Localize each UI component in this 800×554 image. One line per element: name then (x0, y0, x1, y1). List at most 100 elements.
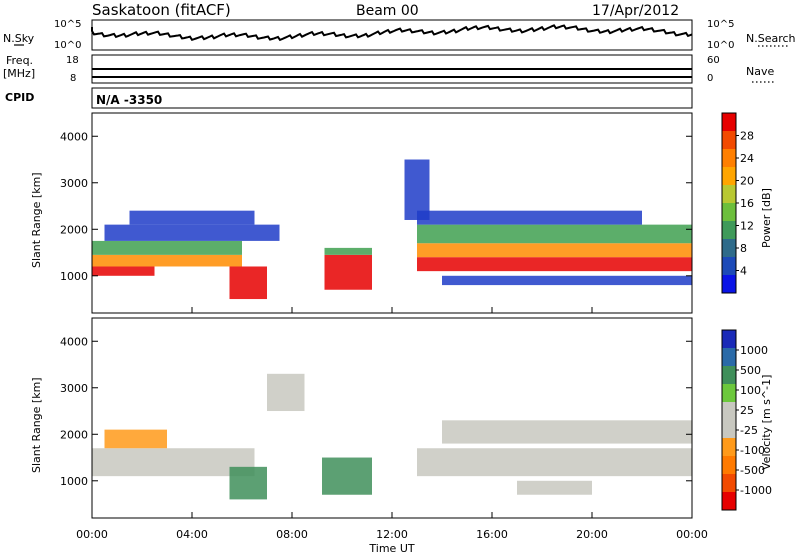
power-regions (92, 159, 692, 300)
scatter-region (417, 243, 692, 258)
x-ticks: 00:00 04:00 08:00 12:00 16:00 20:00 00:00 (76, 307, 708, 541)
x-tick-label: 00:00 (76, 528, 108, 541)
x-tick-label: 00:00 (676, 528, 708, 541)
colorbar-segment (722, 474, 736, 492)
velocity-panel: 1000 2000 3000 4000 Slant Range [km] 1000 50… (30, 307, 773, 554)
colorbar-segment (722, 348, 736, 366)
y-tick-label: 4000 (60, 335, 88, 348)
colorbar-tick-label: -500 (740, 464, 765, 477)
colorbar-tick-label: 500 (740, 364, 761, 377)
power-colorbar: 4 8 12 16 20 24 28 (721, 112, 754, 294)
colorbar-tick-label: 100 (740, 384, 761, 397)
colorbar-segment (722, 203, 736, 221)
y-tick-label: 2000 (60, 428, 88, 441)
x-tick-label: 20:00 (576, 528, 608, 541)
y-tick-label: 3000 (60, 177, 88, 190)
scatter-region (324, 247, 372, 255)
cpid-panel: CPID N/A -3350 (5, 87, 693, 109)
colorbar-frame (721, 329, 737, 511)
scatter-region (92, 448, 255, 477)
scatter-region (417, 257, 692, 272)
y-tick-label: 1000 (60, 270, 88, 283)
scatter-region (229, 266, 267, 300)
scatter-region (417, 210, 642, 225)
colorbar-tick-label: 25 (740, 404, 754, 417)
scatter-region (92, 240, 242, 255)
colorbar-segment (722, 185, 736, 203)
velocity-regions (92, 373, 692, 500)
colorbar-tick-label: 12 (740, 220, 754, 233)
colorbar-segment (722, 438, 736, 456)
noise-right-tick-bottom: 10^0 (707, 40, 734, 51)
plot-title: Saskatoon (fitACF) (92, 1, 231, 19)
y-tick-label: 3000 (60, 382, 88, 395)
nave-tick-bottom: 0 (707, 73, 713, 84)
power-ylabel: Slant Range [km] (30, 172, 43, 268)
colorbar-segment (722, 239, 736, 257)
x-tick-label: 04:00 (176, 528, 208, 541)
y-tick-label: 2000 (60, 223, 88, 236)
scatter-region (104, 429, 167, 449)
colorbar-segment (722, 384, 736, 402)
noise-left-label: N.Sky (3, 32, 35, 45)
noise-panel: N.Sky 10^5 10^0 10^5 10^0 N.Search (3, 19, 796, 51)
colorbar-segment (722, 257, 736, 275)
colorbar-segment (722, 366, 736, 384)
power-cbar-label: Power [dB] (760, 188, 773, 248)
velocity-cbar-label: Velocity [m s^-1] (760, 375, 773, 470)
scatter-region (404, 159, 430, 220)
colorbar-segment (722, 275, 736, 293)
freq-unit: [MHz] (3, 67, 35, 80)
colorbar-segment (722, 149, 736, 167)
frequency-panel: Freq. [MHz] 18 8 60 0 Nave (3, 54, 775, 84)
velocity-ylabel: Slant Range [km] (30, 377, 43, 473)
colorbar-tick-label: 28 (740, 130, 754, 143)
freq-label: Freq. (6, 54, 33, 67)
scatter-region (442, 275, 692, 286)
y-tick-label: 1000 (60, 475, 88, 488)
noise-line (91, 24, 693, 42)
colorbar-tick-label: -100 (740, 444, 765, 457)
power-panel: 1000 2000 3000 4000 Slant Range [km] 4 8 12 16… (30, 112, 773, 314)
colorbar-segment (722, 330, 736, 348)
scatter-region (92, 266, 155, 276)
noise-left-tick-top: 10^5 (54, 19, 81, 30)
scatter-region (267, 373, 305, 412)
velocity-colorbar: 1000 500 100 25 -25 -100 -500 -1000 (721, 329, 772, 511)
scatter-region (417, 224, 692, 244)
scatter-region (322, 457, 372, 495)
scatter-region (104, 224, 280, 241)
y-tick-label: 4000 (60, 130, 88, 143)
colorbar-tick-label: 8 (740, 242, 747, 255)
colorbar-segment (722, 113, 736, 131)
beam-label: Beam 00 (356, 3, 419, 19)
power-y-ticks: 1000 2000 3000 4000 (60, 130, 692, 283)
date-label: 17/Apr/2012 (592, 3, 679, 19)
x-axis-label: Time UT (368, 542, 414, 554)
noise-left-tick-bottom: 10^0 (54, 40, 81, 51)
colorbar-tick-label: 20 (740, 175, 754, 188)
colorbar-segment (722, 221, 736, 239)
scatter-region (324, 254, 372, 290)
colorbar-tick-label: 4 (740, 265, 747, 278)
colorbar-tick-label: -1000 (740, 484, 772, 497)
cpid-value: N/A -3350 (96, 93, 162, 107)
colorbar-segment (722, 131, 736, 149)
scatter-region (442, 420, 692, 444)
x-tick-label: 08:00 (276, 528, 308, 541)
scatter-region (92, 254, 242, 267)
scatter-region (129, 210, 255, 225)
colorbar-segment (722, 492, 736, 510)
cpid-label: CPID (5, 91, 34, 104)
freq-tick-bottom: 8 (70, 73, 76, 84)
colorbar-segment (722, 420, 736, 438)
colorbar-tick-label: -25 (740, 424, 758, 437)
colorbar-segment (722, 402, 736, 420)
colorbar-segment (722, 167, 736, 185)
scatter-region (229, 466, 267, 500)
x-tick-label: 16:00 (476, 528, 508, 541)
colorbar-segment (722, 456, 736, 474)
x-tick-label: 12:00 (376, 528, 408, 541)
noise-right-tick-top: 10^5 (707, 19, 734, 30)
